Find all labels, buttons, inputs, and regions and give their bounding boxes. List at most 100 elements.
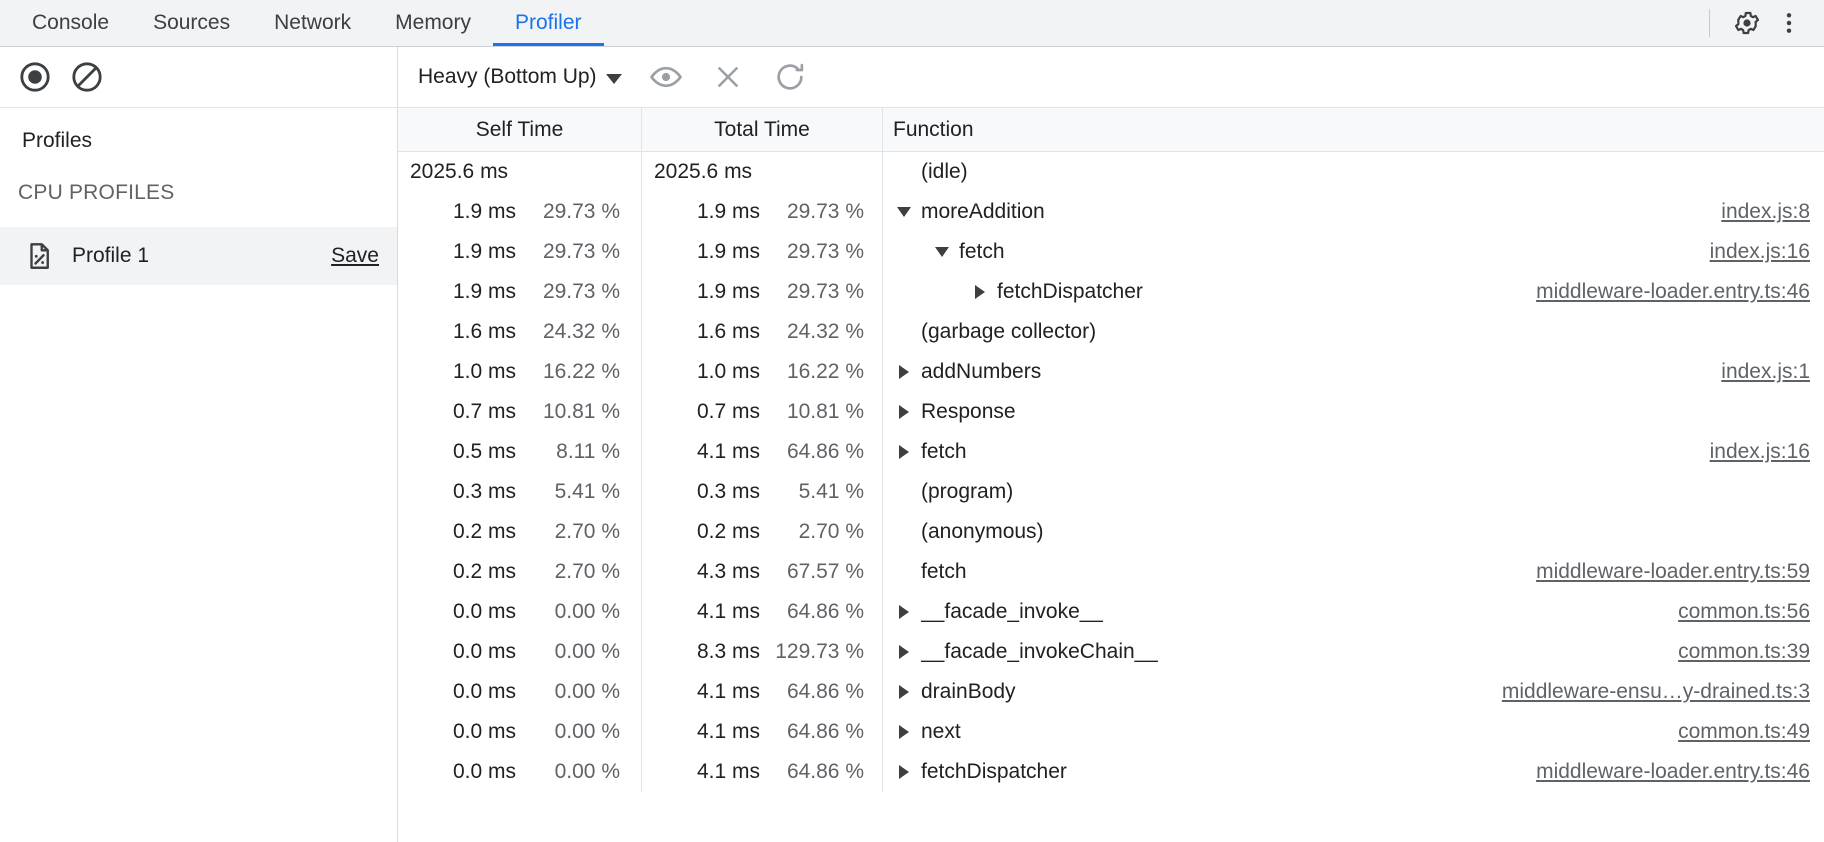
tab-network[interactable]: Network bbox=[252, 0, 373, 46]
table-row[interactable]: 1.6 ms 24.32 % 1.6 ms 24.32 % (garbage colle… bbox=[398, 312, 1824, 352]
function-name: Response bbox=[921, 400, 1016, 423]
table-row[interactable]: 0.0 ms 0.00 % 4.1 ms 64.86 % next common.ts:4… bbox=[398, 712, 1824, 752]
percent-value: 64.86 % bbox=[786, 440, 864, 463]
source-location-link[interactable]: index.js:8 bbox=[1721, 200, 1810, 223]
function-name: (anonymous) bbox=[921, 520, 1044, 543]
duration-value: 0.3 ms bbox=[696, 480, 760, 503]
function-entry: Response bbox=[893, 400, 1810, 424]
function-entry: addNumbers bbox=[893, 360, 1697, 384]
duration-value: 0.7 ms bbox=[696, 400, 760, 423]
cell-self-time: 0.0 ms 0.00 % bbox=[398, 712, 642, 752]
percent-value: 0.00 % bbox=[554, 760, 620, 783]
column-header-self-time[interactable]: Self Time bbox=[398, 108, 642, 151]
settings-icon[interactable] bbox=[1726, 2, 1768, 44]
function-entry: moreAddition bbox=[893, 200, 1697, 224]
tab-label: Sources bbox=[153, 11, 231, 34]
percent-value: 8.11 % bbox=[556, 440, 620, 463]
chevron-right-icon[interactable] bbox=[969, 285, 991, 299]
column-header-function[interactable]: Function bbox=[893, 117, 974, 141]
chevron-down-icon[interactable] bbox=[931, 247, 953, 257]
table-row[interactable]: 0.3 ms 5.41 % 0.3 ms 5.41 % (program) bbox=[398, 472, 1824, 512]
percent-value: 0.00 % bbox=[554, 720, 620, 743]
table-row[interactable]: 2025.6 ms 2025.6 ms (idle) bbox=[398, 152, 1824, 192]
devtools-tabbar: Console Sources Network Memory Profiler bbox=[0, 0, 1824, 47]
cell-self-time: 0.7 ms 10.81 % bbox=[398, 392, 642, 432]
duration-value: 2025.6 ms bbox=[654, 160, 753, 183]
source-location-link[interactable]: common.ts:56 bbox=[1678, 600, 1810, 623]
chevron-right-icon[interactable] bbox=[893, 605, 915, 619]
cell-function: fetchDispatcher middleware-loader.entry.t… bbox=[883, 272, 1824, 312]
chevron-right-icon[interactable] bbox=[893, 765, 915, 779]
table-row[interactable]: 0.0 ms 0.00 % 4.1 ms 64.86 % drainBody middle… bbox=[398, 672, 1824, 712]
save-profile-link[interactable]: Save bbox=[331, 244, 379, 268]
cell-function: next common.ts:49 bbox=[883, 712, 1824, 752]
table-row[interactable]: 1.9 ms 29.73 % 1.9 ms 29.73 % moreAddition in… bbox=[398, 192, 1824, 232]
function-entry: drainBody bbox=[893, 680, 1478, 704]
sidebar-item-profile-1[interactable]: Profile 1 Save bbox=[0, 227, 397, 286]
cell-function: moreAddition index.js:8 bbox=[883, 192, 1824, 232]
tab-label: Network bbox=[274, 11, 352, 34]
table-row[interactable]: 0.0 ms 0.00 % 8.3 ms 129.73 % __facade_invok… bbox=[398, 632, 1824, 672]
duration-value: 0.2 ms bbox=[696, 520, 760, 543]
duration-value: 0.3 ms bbox=[452, 480, 516, 503]
function-name: drainBody bbox=[921, 680, 1016, 703]
source-location-link[interactable]: middleware-loader.entry.ts:46 bbox=[1536, 760, 1810, 783]
table-body: 2025.6 ms 2025.6 ms (idle) 1.9 ms 29.73 % 1.9… bbox=[398, 152, 1824, 842]
percent-value: 2.70 % bbox=[554, 520, 620, 543]
cell-self-time: 0.2 ms 2.70 % bbox=[398, 552, 642, 592]
close-icon[interactable] bbox=[704, 53, 752, 101]
more-options-icon[interactable] bbox=[1768, 2, 1810, 44]
cell-function: __facade_invokeChain__ common.ts:39 bbox=[883, 632, 1824, 672]
table-row[interactable]: 0.2 ms 2.70 % 0.2 ms 2.70 % (anonymous) bbox=[398, 512, 1824, 552]
eye-icon[interactable] bbox=[642, 53, 690, 101]
chevron-right-icon[interactable] bbox=[893, 645, 915, 659]
source-location-link[interactable]: middleware-loader.entry.ts:59 bbox=[1536, 560, 1810, 583]
table-row[interactable]: 1.9 ms 29.73 % 1.9 ms 29.73 % fetch index.js:… bbox=[398, 232, 1824, 272]
source-location-link[interactable]: middleware-loader.entry.ts:46 bbox=[1536, 280, 1810, 303]
cell-function: (idle) bbox=[883, 152, 1824, 192]
source-location-link[interactable]: index.js:16 bbox=[1709, 240, 1810, 263]
table-row[interactable]: 0.0 ms 0.00 % 4.1 ms 64.86 % fetchDispatcher… bbox=[398, 752, 1824, 792]
profile-table: Self Time Total Time Function 2025.6 ms 2… bbox=[398, 108, 1824, 842]
chevron-down-icon[interactable] bbox=[893, 207, 915, 217]
table-row[interactable]: 0.5 ms 8.11 % 4.1 ms 64.86 % fetch index.js:1… bbox=[398, 432, 1824, 472]
function-entry: __facade_invokeChain__ bbox=[893, 640, 1654, 664]
duration-value: 1.9 ms bbox=[452, 240, 516, 263]
tab-memory[interactable]: Memory bbox=[373, 0, 493, 46]
percent-value: 29.73 % bbox=[542, 280, 620, 303]
chevron-right-icon[interactable] bbox=[893, 445, 915, 459]
chevron-right-icon[interactable] bbox=[893, 725, 915, 739]
clear-button[interactable] bbox=[66, 56, 108, 98]
cell-total-time: 1.9 ms 29.73 % bbox=[642, 272, 883, 312]
source-location-link[interactable]: middleware-ensu…y-drained.ts:3 bbox=[1501, 680, 1810, 703]
refresh-icon[interactable] bbox=[766, 53, 814, 101]
table-row[interactable]: 1.9 ms 29.73 % 1.9 ms 29.73 % fetchDispatche… bbox=[398, 272, 1824, 312]
cell-function: __facade_invoke__ common.ts:56 bbox=[883, 592, 1824, 632]
duration-value: 0.0 ms bbox=[452, 720, 516, 743]
tab-sources[interactable]: Sources bbox=[131, 0, 252, 46]
chevron-right-icon[interactable] bbox=[893, 685, 915, 699]
function-entry: next bbox=[893, 720, 1654, 744]
percent-value: 5.41 % bbox=[798, 480, 864, 503]
source-location-link[interactable]: index.js:1 bbox=[1721, 360, 1810, 383]
source-location-link[interactable]: common.ts:39 bbox=[1678, 640, 1810, 663]
duration-value: 0.2 ms bbox=[452, 520, 516, 543]
function-name: fetch bbox=[921, 440, 967, 463]
record-button[interactable] bbox=[14, 56, 56, 98]
table-row[interactable]: 0.0 ms 0.00 % 4.1 ms 64.86 % __facade_invoke… bbox=[398, 592, 1824, 632]
table-row[interactable]: 0.2 ms 2.70 % 4.3 ms 67.57 % fetch middleware… bbox=[398, 552, 1824, 592]
column-header-total-time[interactable]: Total Time bbox=[642, 108, 883, 151]
source-location-link[interactable]: common.ts:49 bbox=[1678, 720, 1810, 743]
view-mode-dropdown[interactable]: Heavy (Bottom Up) bbox=[416, 61, 628, 93]
tab-profiler[interactable]: Profiler bbox=[492, 0, 604, 46]
chevron-right-icon[interactable] bbox=[893, 365, 915, 379]
percent-value: 2.70 % bbox=[798, 520, 864, 543]
percent-value: 29.73 % bbox=[542, 240, 620, 263]
tab-console[interactable]: Console bbox=[10, 0, 131, 46]
table-row[interactable]: 0.7 ms 10.81 % 0.7 ms 10.81 % Response bbox=[398, 392, 1824, 432]
source-location-link[interactable]: index.js:16 bbox=[1709, 440, 1810, 463]
profiles-sidebar: Profiles CPU PROFILES Profile 1 Save bbox=[0, 108, 398, 842]
chevron-right-icon[interactable] bbox=[893, 405, 915, 419]
table-row[interactable]: 1.0 ms 16.22 % 1.0 ms 16.22 % addNumbers inde… bbox=[398, 352, 1824, 392]
duration-value: 1.0 ms bbox=[452, 360, 516, 383]
